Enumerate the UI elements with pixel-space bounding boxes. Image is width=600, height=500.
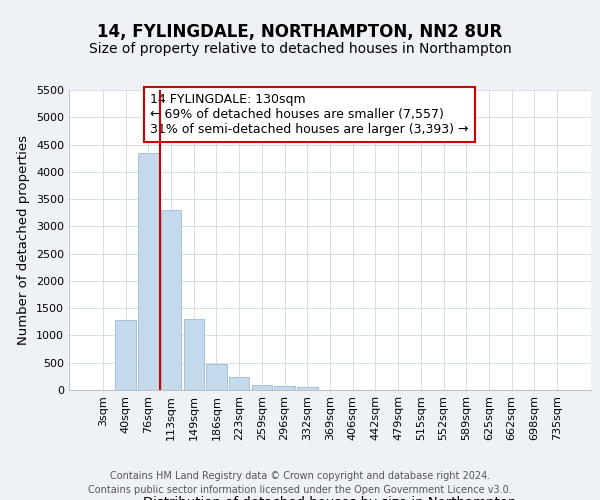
Bar: [161, 210, 181, 390]
Bar: [274, 386, 295, 390]
X-axis label: Distribution of detached houses by size in Northampton: Distribution of detached houses by size …: [143, 496, 517, 500]
Text: 14, FYLINGDALE, NORTHAMPTON, NN2 8UR: 14, FYLINGDALE, NORTHAMPTON, NN2 8UR: [97, 22, 503, 40]
Bar: [229, 378, 250, 390]
Bar: [251, 384, 272, 390]
Text: Contains HM Land Registry data © Crown copyright and database right 2024.
Contai: Contains HM Land Registry data © Crown c…: [88, 471, 512, 495]
Bar: [206, 364, 227, 390]
Bar: [184, 319, 204, 390]
Bar: [138, 152, 158, 390]
Bar: [115, 320, 136, 390]
Y-axis label: Number of detached properties: Number of detached properties: [17, 135, 31, 345]
Bar: [297, 388, 317, 390]
Text: 14 FYLINGDALE: 130sqm
← 69% of detached houses are smaller (7,557)
31% of semi-d: 14 FYLINGDALE: 130sqm ← 69% of detached …: [150, 93, 469, 136]
Text: Size of property relative to detached houses in Northampton: Size of property relative to detached ho…: [89, 42, 511, 56]
